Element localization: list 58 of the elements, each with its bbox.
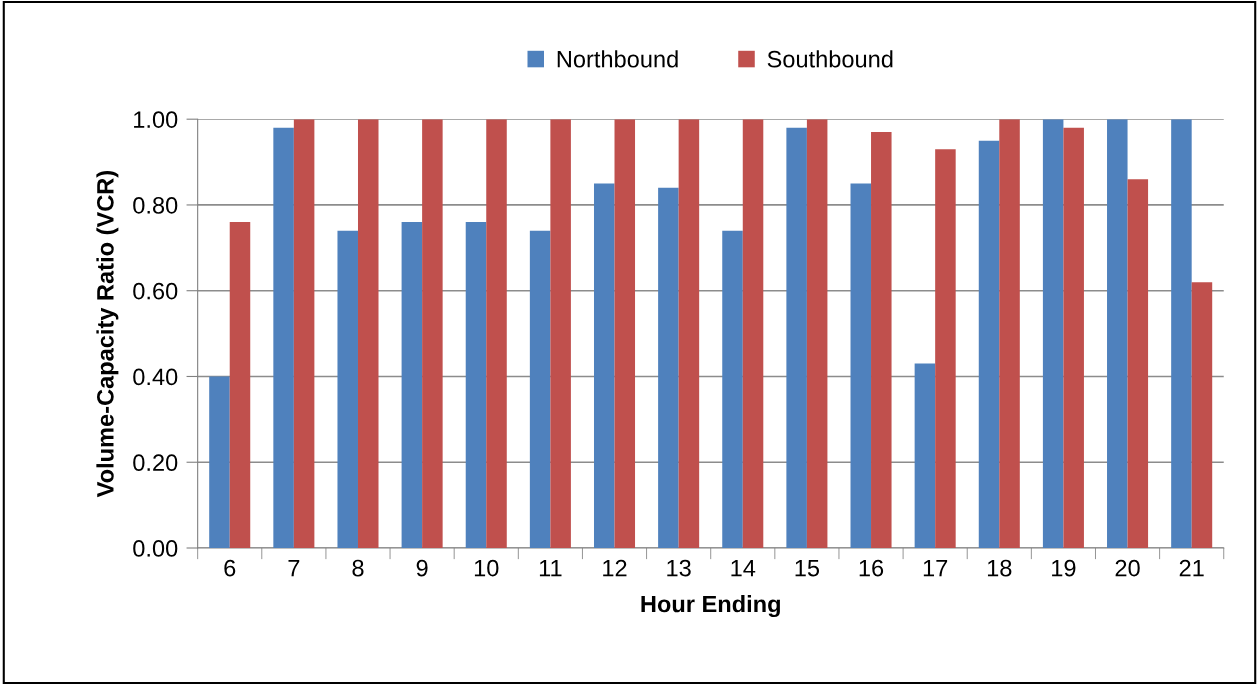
bar bbox=[935, 149, 956, 548]
x-tick-label: 18 bbox=[987, 559, 1012, 577]
x-tick-label: 21 bbox=[1179, 559, 1204, 577]
bar bbox=[550, 119, 571, 548]
x-tick-label: 11 bbox=[539, 559, 562, 577]
bar bbox=[1063, 127, 1084, 548]
bar bbox=[978, 140, 1000, 548]
y-tick-label: 1.00 bbox=[134, 111, 178, 128]
bar bbox=[678, 119, 700, 548]
legend-label: Northbound bbox=[557, 50, 678, 68]
bar bbox=[401, 222, 423, 548]
x-tick-label: 8 bbox=[352, 559, 364, 577]
bar bbox=[229, 222, 251, 548]
legend-label: Southbound bbox=[767, 50, 893, 68]
bar bbox=[1107, 119, 1128, 548]
bar bbox=[209, 376, 230, 548]
bar bbox=[999, 119, 1020, 548]
y-tick-label: 0.00 bbox=[133, 540, 178, 557]
y-tick-label: 0.40 bbox=[133, 368, 178, 386]
bar bbox=[806, 119, 828, 548]
bar bbox=[1171, 119, 1192, 548]
x-tick-label: 9 bbox=[416, 559, 428, 577]
bar bbox=[357, 119, 379, 548]
x-axis-title: Hour Ending bbox=[641, 595, 780, 618]
x-tick-label: 16 bbox=[859, 559, 884, 577]
y-tick-label: 0.60 bbox=[133, 282, 178, 300]
bar bbox=[529, 230, 551, 548]
x-tick-label: 14 bbox=[731, 559, 756, 577]
bar bbox=[273, 127, 294, 548]
bar bbox=[871, 132, 892, 548]
bar bbox=[486, 119, 507, 548]
bar bbox=[914, 363, 936, 548]
bar bbox=[1191, 282, 1213, 548]
bar bbox=[337, 230, 358, 548]
bar bbox=[722, 230, 743, 548]
x-tick-label: 19 bbox=[1052, 559, 1076, 577]
y-tick-label: 0.20 bbox=[133, 454, 178, 472]
bar bbox=[1127, 179, 1149, 548]
bar bbox=[658, 187, 679, 548]
y-axis-title: Volume-Capacity Ratio (VCR) bbox=[96, 170, 119, 498]
bar bbox=[465, 222, 487, 548]
bar bbox=[422, 119, 443, 548]
x-tick-label: 13 bbox=[667, 559, 691, 577]
x-tick-label: 17 bbox=[923, 559, 948, 577]
bar bbox=[786, 127, 807, 548]
bar bbox=[614, 119, 636, 548]
x-tick-label: 6 bbox=[224, 559, 236, 577]
bar bbox=[293, 119, 315, 548]
bar bbox=[1042, 119, 1064, 548]
x-tick-label: 10 bbox=[474, 559, 499, 577]
bar bbox=[593, 183, 615, 548]
x-tick-label: 12 bbox=[603, 559, 627, 577]
x-tick-label: 20 bbox=[1115, 559, 1140, 577]
bar bbox=[850, 183, 872, 548]
bar bbox=[742, 119, 764, 548]
x-tick-label: 15 bbox=[795, 559, 820, 577]
x-tick-label: 7 bbox=[288, 559, 300, 577]
y-tick-label: 0.80 bbox=[133, 197, 178, 214]
